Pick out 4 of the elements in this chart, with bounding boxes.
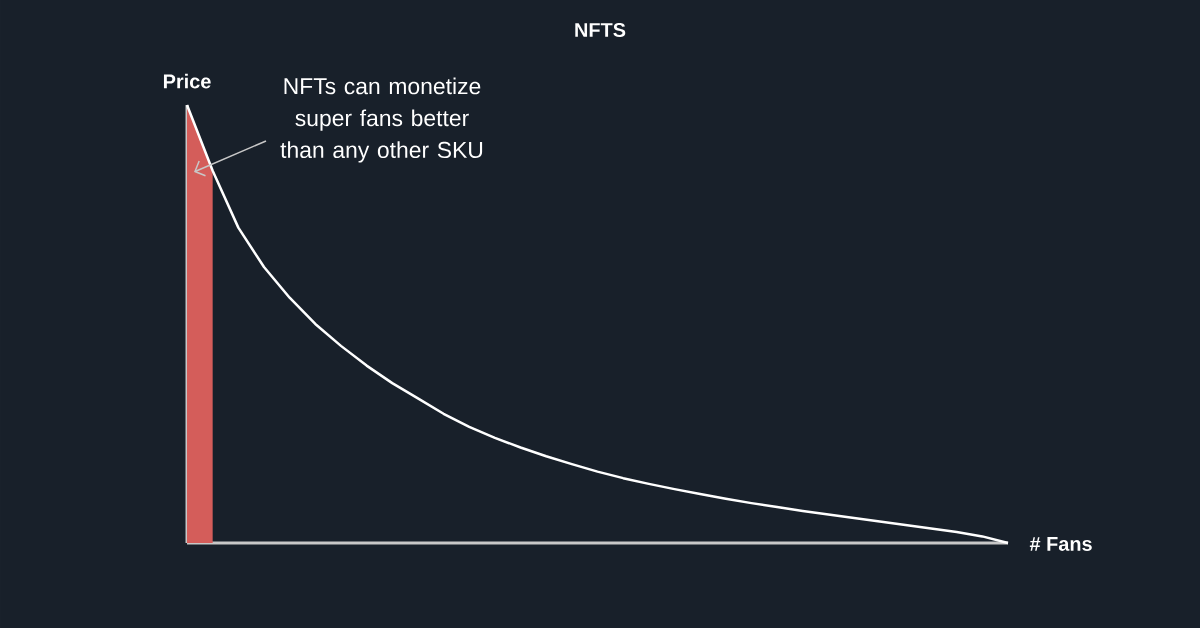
annotation: NFTs can monetize super fans better than any other SKU [280, 77, 483, 163]
x-axis-title: # Fans [1029, 537, 1092, 551]
chart-title: NFTS [575, 22, 626, 38]
y-axis-title: Price [163, 73, 211, 89]
